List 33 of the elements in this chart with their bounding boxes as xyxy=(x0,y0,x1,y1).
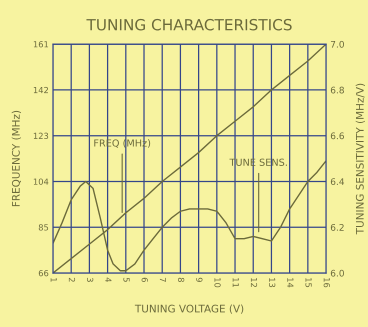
x-tick-label: 12 xyxy=(250,278,258,287)
y2-tick-label: 6.2 xyxy=(330,224,344,231)
x-tick-label: 9 xyxy=(196,278,203,282)
x-tick-label: 3 xyxy=(86,278,94,282)
x-tick-label: 6 xyxy=(142,278,148,282)
x-tick-label: 4 xyxy=(105,278,112,282)
y-tick-label: 161 xyxy=(34,41,48,48)
y2-axis-title: TUNING SENSITIVITY (MHz/V) xyxy=(356,84,365,234)
x-tick-label: 13 xyxy=(269,278,276,288)
y2-tick-label: 6.6 xyxy=(330,132,344,140)
x-axis-title: TUNING VOLTAGE (V) xyxy=(134,304,244,314)
x-tick-label: 14 xyxy=(287,278,294,288)
x-tick-label: 16 xyxy=(324,278,330,288)
x-tick-label: 11 xyxy=(232,278,239,288)
y2-tick-label: 6.0 xyxy=(330,270,344,277)
x-tick-label: 2 xyxy=(68,278,76,282)
y-axis-title: FREQUENCY (MHz) xyxy=(12,110,22,206)
x-tick-label: 7 xyxy=(160,278,166,282)
y-tick-label: 104 xyxy=(34,178,48,185)
y-tick-label: 142 xyxy=(34,86,48,94)
y2-tick-label: 6.8 xyxy=(330,86,344,94)
y-tick-label: 123 xyxy=(34,132,48,139)
y2-tick-label: 7.0 xyxy=(330,40,344,48)
y-tick-label: 85 xyxy=(38,224,48,231)
x-tick-label: 5 xyxy=(123,278,130,282)
y-tick-label: 66 xyxy=(38,270,48,276)
x-tick-label: 15 xyxy=(305,278,312,288)
y2-tick-label: 6.4 xyxy=(330,178,344,186)
x-tick-label: 1 xyxy=(50,278,57,282)
x-tick-label: 8 xyxy=(178,278,184,282)
chart-title: TUNING CHARACTERISTICS xyxy=(86,18,292,30)
line-series xyxy=(52,44,326,274)
x-tick-label: 10 xyxy=(214,278,221,288)
